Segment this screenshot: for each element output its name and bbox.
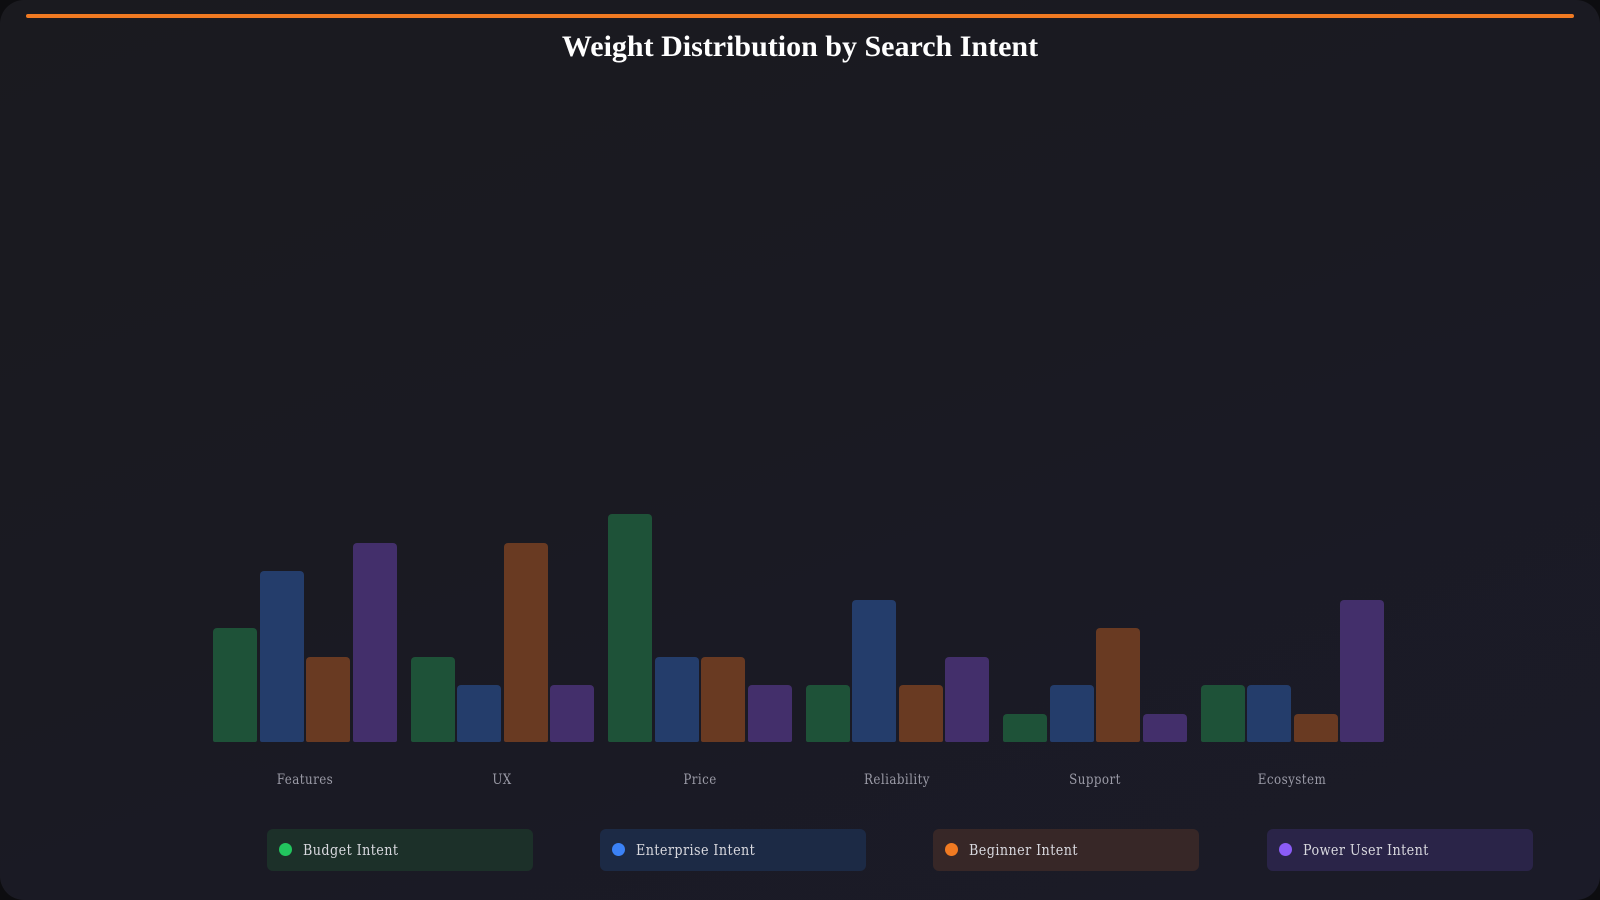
legend-label: Beginner Intent — [969, 841, 1078, 859]
bar-price-budget-intent — [608, 514, 652, 742]
bar-ecosystem-power-user-intent — [1340, 599, 1384, 742]
x-axis-label: Ecosystem — [1258, 772, 1327, 788]
legend-item-beginner-intent[interactable]: Beginner Intent — [933, 829, 1199, 871]
legend-label: Budget Intent — [303, 841, 399, 859]
x-axis-label: Features — [276, 772, 333, 788]
chart-title: Weight Distribution by Search Intent — [561, 30, 1039, 63]
legend-item-budget-intent[interactable]: Budget Intent — [267, 829, 533, 871]
legend-item-power-user-intent[interactable]: Power User Intent — [1267, 829, 1533, 871]
bar-ecosystem-beginner-intent — [1293, 713, 1338, 742]
accent-bar — [26, 14, 1574, 18]
x-axis-label: Support — [1068, 772, 1121, 788]
bar-support-beginner-intent — [1096, 628, 1140, 742]
legend-dot-icon — [945, 843, 958, 856]
bar-reliability-power-user-intent — [945, 656, 989, 742]
bar-price-enterprise-intent — [654, 656, 699, 742]
bar-reliability-beginner-intent — [898, 685, 943, 742]
legend-dot-icon — [1279, 843, 1292, 856]
bar-price-beginner-intent — [701, 656, 745, 742]
bar-features-enterprise-intent — [259, 571, 304, 742]
bar-ux-power-user-intent — [550, 685, 594, 742]
x-axis-label: Reliability — [864, 772, 931, 788]
bar-support-enterprise-intent — [1049, 685, 1094, 742]
legend-label: Enterprise Intent — [636, 841, 756, 859]
bar-reliability-enterprise-intent — [852, 599, 896, 742]
bar-support-budget-intent — [1003, 713, 1047, 742]
bar-ux-beginner-intent — [503, 542, 548, 742]
bar-ecosystem-enterprise-intent — [1247, 685, 1291, 742]
bar-ecosystem-budget-intent — [1200, 685, 1245, 742]
bar-features-budget-intent — [213, 628, 257, 742]
bar-ux-budget-intent — [410, 656, 455, 742]
legend-item-enterprise-intent[interactable]: Enterprise Intent — [600, 829, 866, 871]
bar-reliability-budget-intent — [805, 685, 850, 742]
bar-ux-enterprise-intent — [457, 685, 501, 742]
bar-features-beginner-intent — [306, 656, 350, 742]
bar-support-power-user-intent — [1142, 713, 1187, 742]
x-axis-label: Price — [683, 772, 717, 788]
legend-label: Power User Intent — [1303, 841, 1429, 859]
bar-price-power-user-intent — [747, 685, 792, 742]
x-axis-label: UX — [492, 772, 512, 788]
bar-features-power-user-intent — [352, 542, 397, 742]
legend-dot-icon — [612, 843, 625, 856]
legend-dot-icon — [279, 843, 292, 856]
